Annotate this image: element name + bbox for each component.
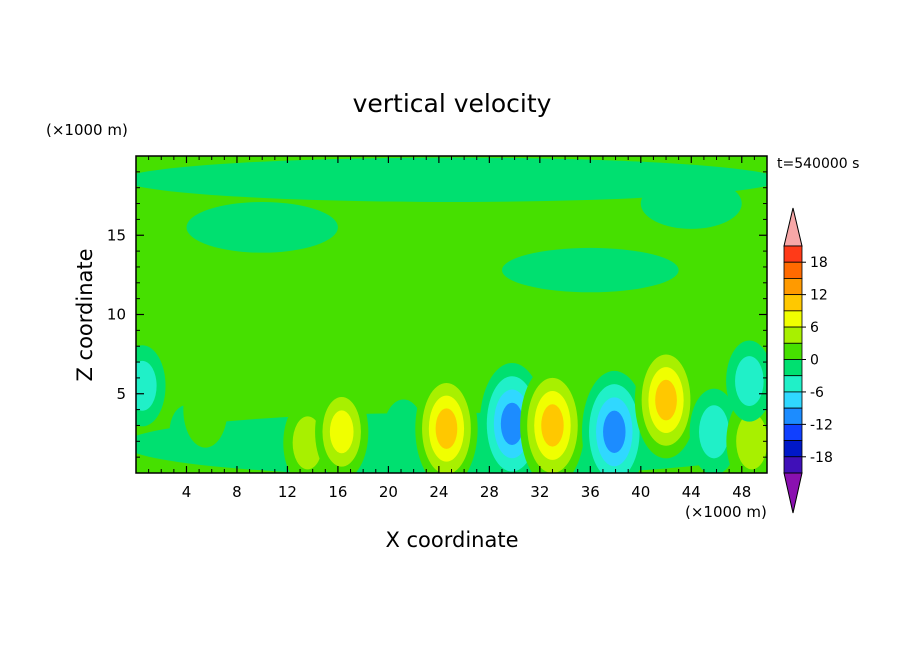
x-tick: 16 bbox=[328, 156, 347, 501]
updraft-contour bbox=[541, 404, 564, 447]
y-tick: 10 bbox=[107, 306, 767, 324]
updraft-contour bbox=[329, 410, 354, 454]
colorbar-swatch bbox=[783, 310, 803, 328]
colorbar-label: -12 bbox=[810, 417, 833, 433]
x-tick-label: 44 bbox=[682, 483, 701, 501]
x-tick-label: 36 bbox=[581, 483, 600, 501]
x-tick-label: 48 bbox=[732, 483, 751, 501]
updraft-contour bbox=[736, 413, 767, 470]
colorbar-swatch bbox=[783, 375, 803, 393]
y-tick: 15 bbox=[107, 226, 767, 244]
chart-title: vertical velocity bbox=[353, 89, 552, 118]
y-axis: 5 10 15 bbox=[107, 171, 767, 458]
downdraft-contour bbox=[382, 399, 425, 471]
y-axis-label: Z coordinate bbox=[73, 248, 97, 381]
colorbar-swatch bbox=[783, 391, 803, 409]
x-tick-label: 20 bbox=[379, 483, 398, 501]
x-tick: 44 bbox=[682, 156, 701, 501]
time-label: t=540000 s bbox=[777, 156, 859, 172]
colorbar-swatch bbox=[783, 261, 803, 279]
y-tick-label: 5 bbox=[116, 385, 126, 403]
colorbar-label: 6 bbox=[810, 320, 819, 336]
background-zone bbox=[640, 178, 742, 229]
background-zone bbox=[186, 201, 338, 253]
x-tick-label: 12 bbox=[278, 483, 297, 501]
colorbar-swatch bbox=[783, 407, 803, 425]
colorbar-swatch bbox=[783, 294, 803, 312]
background-zone bbox=[136, 157, 767, 202]
plot-area bbox=[135, 155, 768, 474]
colorbar-swatch bbox=[783, 440, 803, 458]
x-tick: 4 bbox=[182, 156, 192, 501]
downdraft-contour bbox=[699, 405, 729, 459]
colorbar-label: 0 bbox=[810, 353, 819, 369]
x-tick-label: 16 bbox=[328, 483, 347, 501]
downdraft-contour bbox=[136, 360, 157, 411]
colorbar-under-arrow bbox=[783, 472, 803, 514]
x-tick: 40 bbox=[631, 156, 650, 501]
downdraft-contour bbox=[603, 410, 626, 453]
updraft-contour bbox=[183, 371, 228, 448]
x-tick-label: 32 bbox=[530, 483, 549, 501]
background-zone bbox=[501, 247, 679, 293]
colorbar-label: 18 bbox=[810, 255, 828, 271]
x-tick: 48 bbox=[732, 156, 751, 501]
y-unit-label: (×1000 m) bbox=[46, 121, 128, 139]
x-tick: 24 bbox=[429, 156, 448, 501]
x-tick: 8 bbox=[232, 156, 242, 501]
colorbar-label: -18 bbox=[810, 450, 833, 466]
y-tick-label: 15 bbox=[107, 226, 126, 244]
colorbar-over-arrow bbox=[783, 207, 803, 247]
colorbar-swatch bbox=[783, 456, 803, 474]
colorbar-label: 12 bbox=[810, 288, 828, 304]
colorbar-swatch bbox=[783, 278, 803, 296]
colorbar-swatch bbox=[783, 342, 803, 360]
x-tick: 36 bbox=[581, 156, 600, 501]
x-axis: 4 8 12 16 20 24 28 32 36 40 44 48 bbox=[148, 156, 755, 501]
x-tick: 12 bbox=[278, 156, 297, 501]
updraft-contour bbox=[655, 379, 677, 421]
x-axis-label: X coordinate bbox=[385, 528, 518, 552]
colorbar-swatch bbox=[783, 326, 803, 344]
x-tick-label: 4 bbox=[182, 483, 192, 501]
colorbar-label: -6 bbox=[810, 385, 824, 401]
colorbar-swatch bbox=[783, 245, 803, 263]
x-tick-label: 28 bbox=[480, 483, 499, 501]
colorbar-swatch bbox=[783, 359, 803, 377]
downdraft-contour bbox=[735, 356, 764, 407]
colorbar-swatch bbox=[783, 423, 803, 441]
x-unit-label: (×1000 m) bbox=[685, 503, 767, 521]
x-tick-label: 40 bbox=[631, 483, 650, 501]
x-tick: 20 bbox=[379, 156, 398, 501]
x-tick: 32 bbox=[530, 156, 549, 501]
y-tick: 5 bbox=[116, 385, 767, 403]
y-tick-label: 10 bbox=[107, 306, 126, 324]
x-tick: 28 bbox=[480, 156, 499, 501]
colorbar: 18 12 6 0 -6 -12 -18 bbox=[783, 207, 833, 514]
x-tick-label: 24 bbox=[429, 483, 448, 501]
updraft-contour bbox=[435, 408, 458, 449]
x-tick-label: 8 bbox=[232, 483, 242, 501]
downdraft-contour bbox=[500, 402, 524, 446]
